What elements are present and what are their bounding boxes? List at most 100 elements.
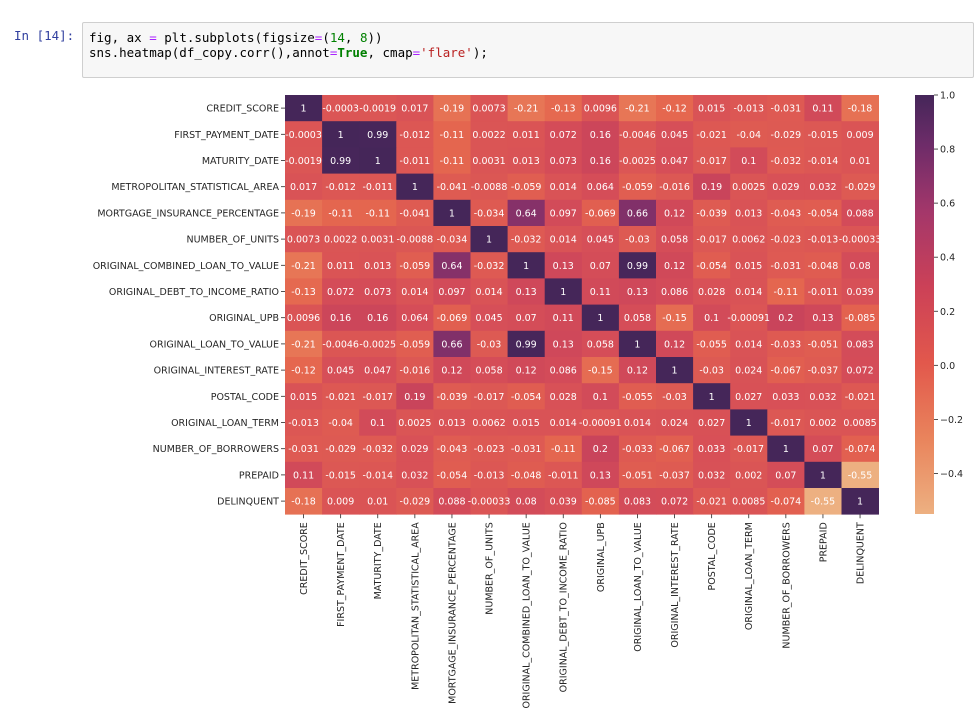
heatmap-cell (730, 252, 768, 279)
cell-annotation: 0.99 (367, 130, 388, 141)
code-text: fig, ax = plt.subplots(figsize=(14, 8)) … (89, 30, 488, 60)
heatmap-cell (693, 330, 731, 358)
cell-annotation: 0.0062 (732, 235, 765, 246)
cell-annotation: -0.021 (325, 392, 356, 403)
heatmap-cell (804, 304, 842, 332)
heatmap-cell (433, 278, 471, 305)
heatmap-cell (544, 409, 583, 436)
heatmap-cell (656, 147, 694, 174)
heatmap-cell (433, 409, 471, 436)
cell-annotation: -0.016 (659, 182, 690, 193)
cell-annotation: -0.00033 (839, 235, 882, 246)
cell-annotation: -0.059 (400, 339, 431, 350)
cell-annotation: 0.064 (587, 182, 614, 193)
heatmap-cell (359, 226, 397, 253)
heatmap-cell (767, 226, 805, 253)
cell-annotation: -0.04 (736, 130, 761, 141)
heatmap-cell (730, 461, 768, 489)
cell-annotation: 1 (523, 261, 529, 272)
cell-annotation: 0.11 (590, 287, 611, 298)
heatmap-cell (581, 121, 620, 148)
cell-annotation: -0.037 (808, 366, 839, 377)
heatmap-cell (285, 278, 323, 305)
heatmap-cell (470, 121, 508, 148)
heatmap-cell (767, 278, 805, 305)
heatmap-cell (693, 173, 731, 201)
cell-annotation: -0.011 (400, 156, 431, 167)
cell-annotation: 0.029 (772, 182, 799, 193)
heatmap-cell (693, 435, 731, 463)
heatmap-cell (581, 173, 620, 201)
x-tick-label: ORIGINAL_DEBT_TO_INCOME_RATIO (559, 522, 570, 692)
code-cell-input[interactable]: fig, ax = plt.subplots(figsize=(14, 8)) … (82, 22, 974, 78)
heatmap-cell (804, 173, 842, 201)
cell-annotation: 0.66 (441, 339, 462, 350)
heatmap-cell (656, 173, 694, 201)
heatmap-cell (396, 461, 434, 489)
cell-annotation: -0.023 (771, 235, 802, 246)
cell-annotation: -0.039 (437, 392, 468, 403)
heatmap-cell (544, 304, 583, 332)
heatmap-cell (730, 121, 768, 148)
cell-annotation: -0.031 (511, 444, 542, 455)
heatmap-cell (841, 330, 879, 358)
heatmap-cell (359, 435, 397, 463)
heatmap-cell (359, 357, 397, 384)
heatmap-cell (470, 304, 508, 332)
heatmap-cell (322, 435, 360, 463)
code-token: ( (322, 30, 330, 45)
cell-annotation: 0.014 (550, 182, 577, 193)
heatmap-cell (730, 199, 768, 227)
cell-annotation: 0.047 (364, 366, 391, 377)
cell-annotation: 0.058 (475, 366, 502, 377)
heatmap-cell (396, 226, 434, 253)
heatmap-cell (730, 226, 768, 253)
colorbar-tick-label: −0.2 (940, 415, 963, 426)
cell-annotation: -0.021 (845, 392, 876, 403)
cell-annotation: -0.11 (774, 287, 799, 298)
y-tick-label: ORIGINAL_LOAN_TERM (171, 418, 279, 429)
cell-output: 1 -0.0003 -0.0019 0.017 -0.19 0.0073 -0.21 -0.1… (0, 85, 980, 721)
colorbar-tick-label: 0.8 (940, 145, 955, 156)
cell-annotation: -0.00091 (727, 313, 770, 324)
heatmap-cell (730, 95, 768, 122)
heatmap-cell (767, 199, 805, 227)
cell-annotation: -0.0019 (285, 156, 322, 167)
heatmap-cell (544, 383, 583, 410)
cell-annotation: 0.64 (441, 261, 462, 272)
heatmap-cell (433, 147, 471, 174)
cell-annotation: -0.55 (848, 470, 873, 481)
cell-annotation: -0.048 (808, 261, 839, 272)
cell-annotation: 1 (634, 339, 640, 350)
heatmap-cell (359, 278, 397, 305)
y-tick-label: ORIGINAL_INTEREST_RATE (154, 366, 279, 377)
cell-annotation: -0.21 (625, 104, 650, 115)
cell-annotation: 1 (412, 182, 418, 193)
cell-annotation: 0.045 (475, 313, 502, 324)
x-tick-label: PREPAID (818, 522, 829, 562)
cell-annotation: -0.074 (845, 444, 876, 455)
y-tick-label: FIRST_PAYMENT_DATE (174, 130, 279, 141)
cell-annotation: -0.069 (585, 208, 616, 219)
cell-annotation: -0.051 (622, 470, 653, 481)
heatmap-cell (544, 199, 583, 227)
cell-annotation: -0.013 (808, 235, 839, 246)
cell-annotation: -0.013 (474, 470, 505, 481)
heatmap-cell (396, 488, 434, 515)
heatmap-cell (618, 330, 657, 358)
cell-annotation: 0.009 (846, 130, 873, 141)
cell-annotation: -0.054 (696, 261, 727, 272)
heatmap-cell (804, 278, 842, 305)
cell-annotation: -0.037 (659, 470, 690, 481)
heatmap-cell (507, 435, 546, 463)
heatmap-cell (433, 95, 471, 122)
cell-annotation: 0.014 (475, 287, 502, 298)
heatmap-cell (433, 199, 471, 227)
heatmap-cell (396, 199, 434, 227)
cell-annotation: 0.024 (735, 366, 762, 377)
cell-annotation: 1 (375, 156, 381, 167)
heatmap-cell (767, 121, 805, 148)
cell-annotation: 0.2 (593, 444, 608, 455)
cell-annotation: -0.0046 (619, 130, 656, 141)
cell-annotation: 0.0073 (472, 104, 505, 115)
